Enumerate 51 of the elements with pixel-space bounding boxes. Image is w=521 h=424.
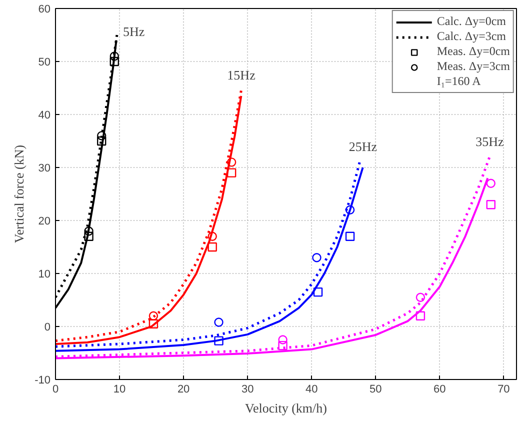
point xyxy=(345,232,355,241)
x-axis-title: Velocity (km/h) xyxy=(245,400,327,416)
point xyxy=(84,226,94,236)
point xyxy=(416,311,426,320)
point xyxy=(278,335,288,344)
x-tick-label: 0 xyxy=(52,384,59,396)
y-tick-label: 10 xyxy=(38,268,51,280)
x-tick-label: 70 xyxy=(498,384,510,396)
point xyxy=(97,131,106,140)
x-tick-label: 30 xyxy=(241,384,254,396)
y-axis-title: Vertical force (kN) xyxy=(12,144,27,244)
y-tick-label: 0 xyxy=(44,322,51,334)
y-tick-label: 60 xyxy=(38,4,51,16)
legend-label: Meas. Δy=3cm xyxy=(436,59,510,74)
point xyxy=(226,158,236,167)
point xyxy=(148,319,158,328)
point xyxy=(208,232,217,241)
point xyxy=(148,311,158,320)
point xyxy=(208,242,217,252)
point xyxy=(84,232,94,241)
point xyxy=(278,340,288,350)
point xyxy=(110,52,120,61)
point xyxy=(486,178,496,188)
point xyxy=(313,287,323,297)
x-tick-label: 40 xyxy=(305,384,318,396)
y-tick-label: 50 xyxy=(38,56,51,68)
point xyxy=(486,200,496,210)
x-tick-label: 10 xyxy=(113,384,126,396)
annotation: 25Hz xyxy=(348,139,378,154)
legend-label: Calc. Δy=3cm xyxy=(436,29,506,44)
x-tick-label: 50 xyxy=(370,384,382,396)
legend-label: Meas. Δy=0cm xyxy=(436,44,510,59)
x-tick-label: 60 xyxy=(434,384,446,396)
point xyxy=(416,292,426,302)
legend-label: Calc. Δy=0cm xyxy=(436,14,506,29)
point xyxy=(214,336,224,346)
point xyxy=(226,168,236,178)
point xyxy=(214,318,224,327)
annotation: 15Hz xyxy=(227,68,256,83)
y-tick-label: 20 xyxy=(38,216,51,228)
point xyxy=(97,136,106,146)
annotation: 35Hz xyxy=(476,134,504,149)
point xyxy=(312,253,322,262)
legend-title: I₁=160 A xyxy=(436,74,481,89)
point xyxy=(110,56,120,66)
y-tick-label: 40 xyxy=(38,110,51,122)
x-tick-label: 20 xyxy=(177,384,190,396)
point xyxy=(345,205,355,214)
y-tick-label: 30 xyxy=(38,162,51,174)
y-tick-label: -10 xyxy=(34,374,51,386)
annotation: 5Hz xyxy=(122,24,145,39)
